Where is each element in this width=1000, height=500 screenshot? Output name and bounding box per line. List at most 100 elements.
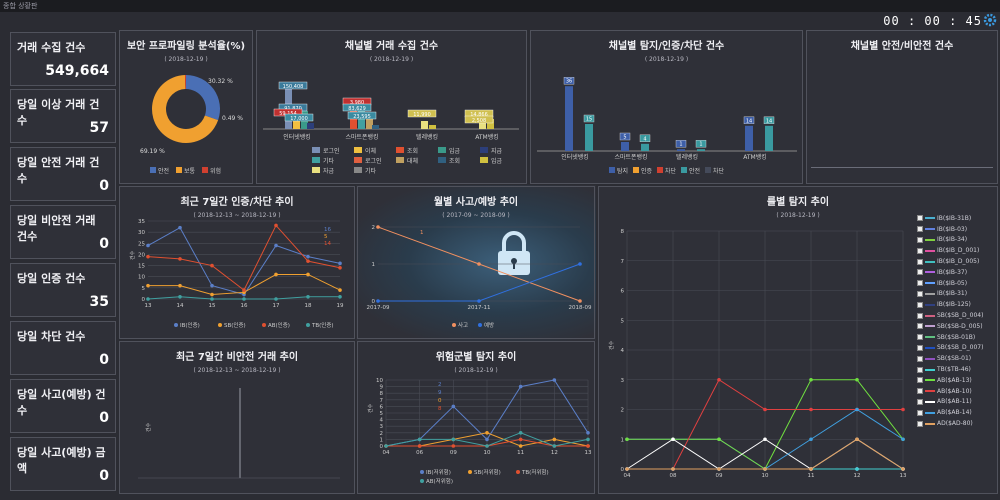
legend-swatch bbox=[218, 323, 222, 327]
legend-swatch bbox=[480, 147, 488, 153]
legend-checkbox[interactable] bbox=[917, 398, 923, 405]
kpi-label: 당일 차단 건수 bbox=[17, 330, 86, 343]
legend-item[interactable]: IB($IB-03) bbox=[917, 224, 983, 235]
legend-marker bbox=[925, 228, 935, 231]
data-point bbox=[376, 225, 380, 229]
tick-label: 04 bbox=[624, 473, 631, 479]
legend-item[interactable]: IB($IB-31) bbox=[917, 289, 983, 300]
legend-checkbox[interactable] bbox=[917, 420, 923, 427]
legend-checkbox[interactable] bbox=[917, 366, 923, 373]
legend-item[interactable]: IB($IB-37) bbox=[917, 267, 983, 278]
legend-item[interactable]: SB($SB_D_007) bbox=[917, 343, 983, 354]
data-point bbox=[763, 407, 767, 412]
legend-checkbox[interactable] bbox=[917, 280, 923, 287]
kpi-value: 57 bbox=[89, 120, 109, 136]
data-point bbox=[274, 272, 278, 277]
panel-date: ( 2018-12-13 ~ 2018-12-19 ) bbox=[193, 367, 281, 374]
gear-icon[interactable] bbox=[983, 13, 997, 27]
data-point bbox=[417, 437, 422, 442]
data-point bbox=[552, 444, 557, 448]
data-label: 1 bbox=[679, 142, 682, 148]
legend-label: 탐지 bbox=[617, 167, 628, 175]
legend-checkbox[interactable] bbox=[917, 388, 923, 395]
panel-title: 월별 사고/예방 추이 bbox=[433, 197, 519, 208]
data-label: 4 bbox=[643, 136, 646, 142]
legend-checkbox[interactable] bbox=[917, 290, 923, 297]
legend-item[interactable]: AB($AB-10) bbox=[917, 386, 983, 397]
data-point bbox=[717, 467, 721, 471]
legend-checkbox[interactable] bbox=[917, 312, 923, 319]
legend-item[interactable]: SB($SB-D_005) bbox=[917, 321, 983, 332]
data-point bbox=[855, 437, 859, 442]
tick-label: 1 bbox=[380, 437, 384, 443]
legend-marker bbox=[925, 325, 935, 328]
legend-item[interactable]: IB($IB-31B) bbox=[917, 213, 983, 224]
legend-label: IB($IB-31) bbox=[937, 290, 968, 298]
legend-checkbox[interactable] bbox=[917, 377, 923, 384]
legend-marker bbox=[925, 346, 935, 349]
legend-item[interactable]: TB($TB-46) bbox=[917, 364, 983, 375]
legend-item[interactable]: SB($SB-01B) bbox=[917, 332, 983, 343]
kpi-value: 35 bbox=[89, 294, 109, 310]
annotation: 1 bbox=[420, 230, 424, 236]
legend-item[interactable]: IB($IB-05) bbox=[917, 278, 983, 289]
legend-marker bbox=[925, 260, 935, 263]
data-point bbox=[306, 294, 310, 299]
legend-swatch bbox=[480, 157, 488, 163]
data-point bbox=[578, 299, 582, 303]
legend-label: IB($IB-37) bbox=[937, 268, 968, 276]
legend-label: 예방 bbox=[484, 321, 494, 329]
legend-item[interactable]: AB($AB-14) bbox=[917, 407, 983, 418]
legend-item[interactable]: IB($IB_D_005) bbox=[917, 256, 983, 267]
data-point bbox=[586, 431, 590, 435]
legend-swatch bbox=[306, 323, 310, 327]
data-point bbox=[855, 407, 859, 412]
legend-checkbox[interactable] bbox=[917, 226, 923, 233]
legend-swatch bbox=[681, 167, 687, 173]
legend-checkbox[interactable] bbox=[917, 236, 923, 243]
data-point bbox=[274, 297, 278, 301]
legend-checkbox[interactable] bbox=[917, 323, 923, 330]
data-label: 150,408 bbox=[283, 84, 304, 90]
panel-weekly-auth: 최근 7일간 인증/차단 추이 ( 2018-12-13 ~ 2018-12-1… bbox=[119, 186, 355, 339]
legend-item[interactable]: SB($SB-01) bbox=[917, 353, 983, 364]
pie-slice bbox=[186, 75, 220, 121]
legend-checkbox[interactable] bbox=[917, 269, 923, 276]
data-label-box bbox=[347, 111, 377, 120]
data-point bbox=[671, 437, 675, 442]
legend-checkbox[interactable] bbox=[917, 258, 923, 265]
kpi-value: 0 bbox=[99, 468, 109, 484]
legend-checkbox[interactable] bbox=[917, 215, 923, 222]
legend-checkbox[interactable] bbox=[917, 301, 923, 308]
legend-label: SB($SB_D_004) bbox=[937, 312, 984, 320]
legend-item[interactable]: IB($IB-125) bbox=[917, 299, 983, 310]
kpi-value: 0 bbox=[99, 410, 109, 426]
tick-label: 15 bbox=[138, 264, 145, 270]
legend-checkbox[interactable] bbox=[917, 344, 923, 351]
data-point bbox=[485, 431, 489, 435]
legend-checkbox[interactable] bbox=[917, 355, 923, 362]
legend-checkbox[interactable] bbox=[917, 409, 923, 416]
data-point bbox=[210, 283, 214, 288]
legend-item[interactable]: IB($IB_D_001) bbox=[917, 245, 983, 256]
tick-label: 텔레뱅킹 bbox=[416, 133, 438, 141]
legend-item[interactable]: AB($AB-13) bbox=[917, 375, 983, 386]
annotation: 8 bbox=[438, 406, 442, 412]
data-point bbox=[178, 257, 182, 261]
kpi-value: 0 bbox=[99, 236, 109, 252]
legend-marker bbox=[925, 368, 935, 371]
legend-checkbox[interactable] bbox=[917, 334, 923, 341]
legend-label: 입금 bbox=[491, 157, 503, 165]
data-point bbox=[210, 297, 214, 301]
legend-item[interactable]: AD($AD-80) bbox=[917, 418, 983, 429]
legend-label: 위험 bbox=[210, 167, 221, 175]
clock-minutes: 00 bbox=[924, 14, 941, 28]
legend-item[interactable]: SB($SB_D_004) bbox=[917, 310, 983, 321]
legend-checkbox[interactable] bbox=[917, 247, 923, 254]
legend-label: 사고 bbox=[458, 321, 468, 329]
bar bbox=[677, 149, 685, 151]
legend-item[interactable]: IB($IB-34) bbox=[917, 235, 983, 246]
legend-item[interactable]: AB($AB-11) bbox=[917, 397, 983, 408]
kpi-value: 0 bbox=[99, 178, 109, 194]
bar bbox=[366, 119, 373, 129]
